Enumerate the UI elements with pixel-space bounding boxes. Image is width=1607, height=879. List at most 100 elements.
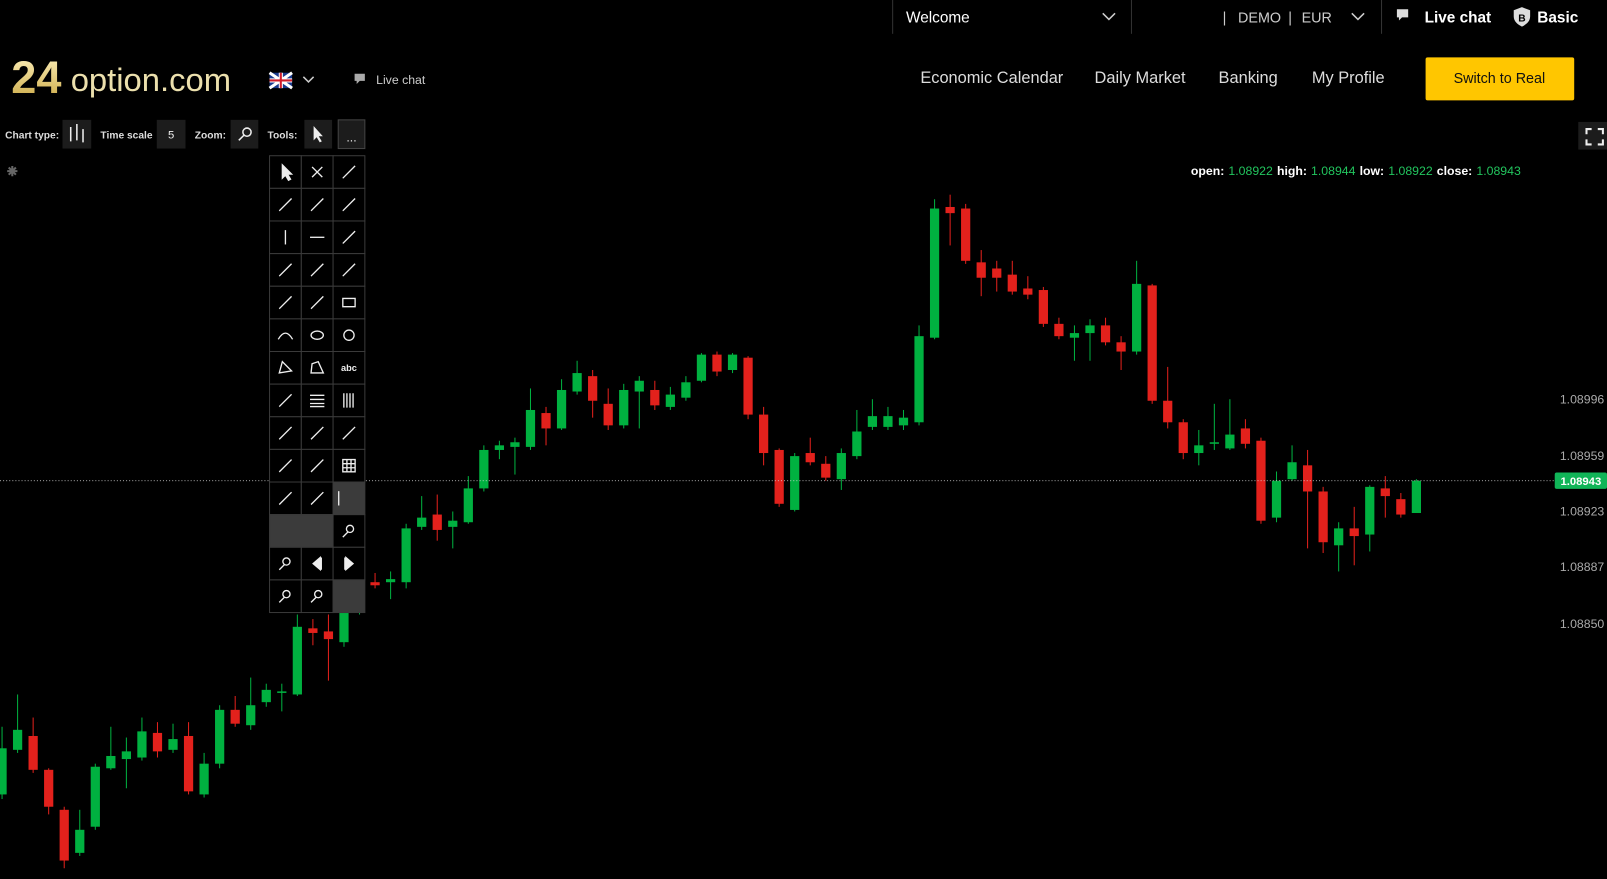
welcome-menu[interactable]: Welcome: [906, 10, 970, 27]
candle-body: [665, 394, 675, 407]
tool-icon: [281, 163, 294, 182]
logo-number[interactable]: 24: [11, 52, 61, 103]
tool-icon: [310, 360, 325, 374]
candle-body: [308, 628, 318, 633]
tool-cell[interactable]: [269, 318, 302, 353]
candle-body: [261, 689, 271, 703]
price-tag-label: 1.08943: [1560, 476, 1601, 488]
currency-menu[interactable]: EUR: [1302, 11, 1332, 27]
candle-body: [1396, 499, 1406, 515]
tool-icon: [282, 557, 291, 566]
candle-body: [572, 373, 582, 392]
candle-body: [28, 735, 38, 770]
candle-body: [712, 354, 722, 372]
candle-body: [634, 380, 644, 392]
readout-label: close:: [1437, 164, 1473, 178]
candle-body: [1365, 486, 1375, 535]
candles-icon: [69, 123, 84, 143]
tool-cell[interactable]: [269, 579, 302, 614]
tool-icon: [312, 555, 322, 572]
flag[interactable]: [268, 71, 293, 90]
tool-icon: [278, 295, 293, 310]
readout-value: 1.08922: [1388, 164, 1433, 178]
tool-icon: [342, 426, 356, 440]
candle-body: [945, 206, 955, 214]
tool-icon: [342, 263, 356, 277]
tool-icon: [278, 459, 293, 473]
candle-body: [898, 417, 909, 426]
readout-label: low:: [1360, 164, 1385, 178]
tool-cell[interactable]: [332, 448, 366, 483]
tool-icon: [342, 230, 356, 245]
tool-cell[interactable]: [269, 546, 302, 581]
tool-cell[interactable]: [300, 350, 334, 385]
candle-body: [1271, 480, 1282, 518]
switch-button-label[interactable]: Switch to Real: [1454, 71, 1546, 87]
candle-body: [603, 403, 613, 426]
settings-icon[interactable]: [7, 165, 18, 177]
tool-icon: [278, 564, 285, 571]
more-label[interactable]: ...: [346, 130, 356, 144]
tool-icon: [278, 198, 293, 212]
nav-link[interactable]: Banking: [1219, 69, 1278, 87]
tool-cell[interactable]: [269, 350, 302, 385]
ohlc-readout: open: 1.08922 high: 1.08944 low: 1.08922 close…: [1191, 164, 1521, 178]
account-level[interactable]: Basic: [1537, 10, 1578, 27]
candle-body: [1287, 462, 1297, 480]
candle-body: [743, 357, 753, 415]
zoom-button[interactable]: [230, 119, 259, 149]
tool-cell[interactable]: [332, 514, 366, 548]
candle-body: [1007, 274, 1017, 292]
toolbar-label: Time scale: [100, 130, 152, 141]
y-tick-label: 1.08959: [1560, 449, 1605, 463]
tool-cell[interactable]: [332, 285, 366, 320]
tool-cell[interactable]: [332, 383, 366, 418]
nav-link[interactable]: Daily Market: [1095, 69, 1186, 87]
tool-icon: [342, 458, 356, 473]
tool-cell[interactable]: [332, 546, 366, 581]
switch-button[interactable]: [1425, 57, 1575, 101]
time-scale-button[interactable]: [156, 119, 186, 149]
tool-cell[interactable]: [300, 318, 334, 353]
tool-cell[interactable]: [332, 579, 366, 614]
tool-icon: [310, 596, 317, 603]
tool-cell[interactable]: [269, 514, 334, 548]
logo-text[interactable]: option.com: [71, 61, 231, 98]
chevron: [302, 76, 315, 84]
tool-cell[interactable]: [300, 579, 334, 614]
chevron: [1351, 12, 1365, 21]
candle-body: [1069, 333, 1080, 338]
candle-body: [432, 514, 442, 530]
tool-icon: [310, 198, 324, 212]
nav-link[interactable]: My Profile: [1312, 69, 1385, 87]
candle-body: [121, 751, 131, 760]
nav-link[interactable]: Economic Calendar: [920, 69, 1063, 87]
separator-text: |: [1288, 11, 1292, 27]
candle-body: [696, 354, 707, 381]
more-button[interactable]: [337, 119, 366, 150]
candle-body: [852, 431, 862, 457]
live-chat-link[interactable]: Live chat: [1425, 10, 1492, 27]
y-tick-label: 1.08996: [1560, 392, 1605, 406]
tool-icon: [282, 589, 291, 599]
candle-body: [929, 208, 940, 338]
tool-icon: [342, 531, 349, 538]
tool-cell[interactable]: [300, 383, 334, 418]
candle-body: [1302, 465, 1313, 492]
candle-body: [463, 488, 473, 523]
tool-icon: [310, 459, 324, 473]
live-chat-link[interactable]: Live chat: [376, 73, 426, 87]
toolbar-label: Zoom:: [195, 130, 226, 141]
tool-icon: [342, 297, 356, 308]
time-scale-value[interactable]: 5: [168, 129, 174, 141]
candle-body: [183, 735, 194, 792]
tool-icon: [310, 426, 324, 440]
tool-text-label[interactable]: abc: [341, 363, 357, 373]
candle-body: [1116, 342, 1126, 352]
level-badge: [1513, 7, 1531, 27]
candle-body: [1318, 491, 1328, 543]
tool-cell[interactable]: [332, 318, 366, 353]
tool-cell[interactable]: [332, 481, 366, 516]
